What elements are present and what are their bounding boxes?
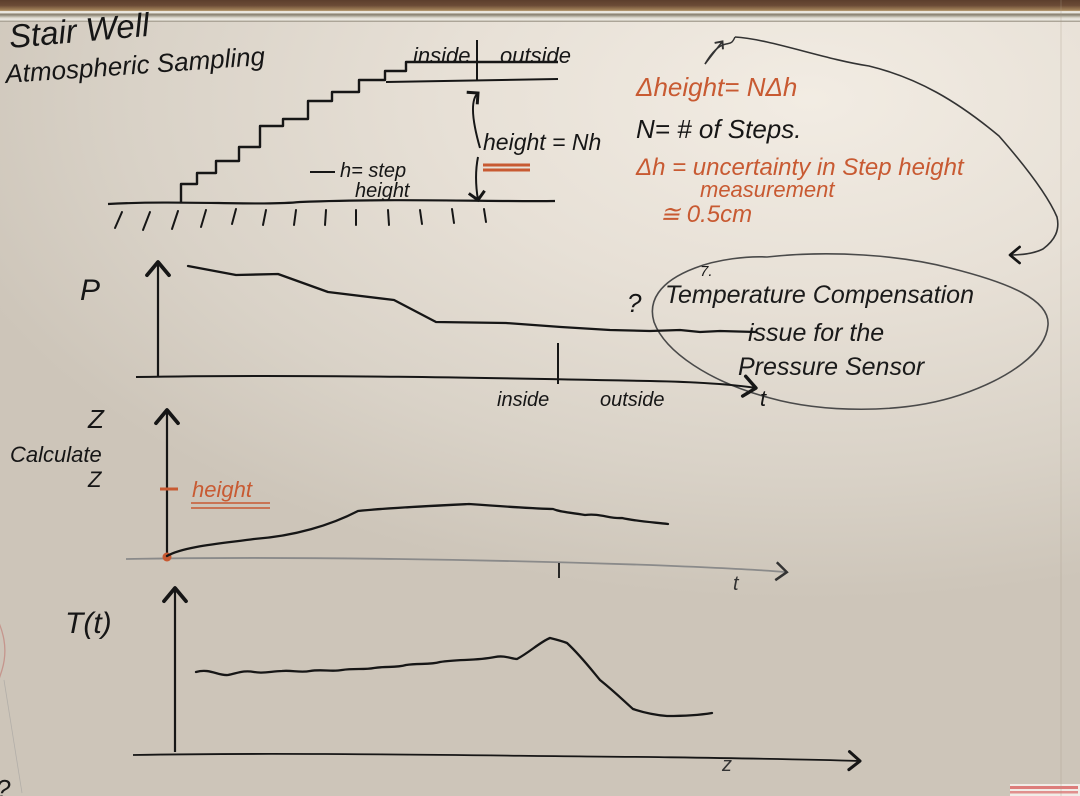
svg-text:outside: outside bbox=[600, 389, 665, 411]
svg-text:N= # of Steps.: N= # of Steps. bbox=[636, 114, 801, 144]
svg-text:?: ? bbox=[627, 288, 642, 318]
svg-text:≅ 0.5cm: ≅ 0.5cm bbox=[660, 201, 752, 228]
svg-text:t: t bbox=[733, 573, 740, 595]
svg-text:?: ? bbox=[0, 774, 11, 796]
svg-text:issue for the: issue for the bbox=[748, 319, 884, 347]
svg-text:height: height bbox=[192, 477, 253, 502]
svg-text:Stair Well: Stair Well bbox=[7, 6, 152, 55]
svg-text:T(t): T(t) bbox=[65, 607, 112, 640]
svg-text:measurement: measurement bbox=[700, 177, 835, 202]
svg-text:Temperature Compensation: Temperature Compensation bbox=[665, 281, 974, 309]
svg-text:7.: 7. bbox=[700, 263, 713, 280]
svg-text:outside: outside bbox=[500, 43, 571, 68]
svg-text:Pressure Sensor: Pressure Sensor bbox=[738, 353, 926, 381]
svg-text:Z: Z bbox=[87, 404, 105, 434]
svg-text:Calculate: Calculate bbox=[10, 442, 102, 467]
svg-text:height: height bbox=[355, 180, 411, 202]
svg-text:P: P bbox=[80, 274, 100, 307]
svg-text:height = Nh: height = Nh bbox=[483, 129, 601, 155]
svg-text:inside: inside bbox=[413, 43, 470, 68]
svg-text:inside: inside bbox=[497, 389, 549, 411]
svg-text:Z: Z bbox=[87, 467, 103, 492]
svg-text:z: z bbox=[721, 754, 732, 776]
svg-text:t: t bbox=[760, 386, 767, 411]
svg-text:h= step: h= step bbox=[340, 160, 406, 182]
svg-text:Δheight= NΔh: Δheight= NΔh bbox=[635, 72, 797, 102]
